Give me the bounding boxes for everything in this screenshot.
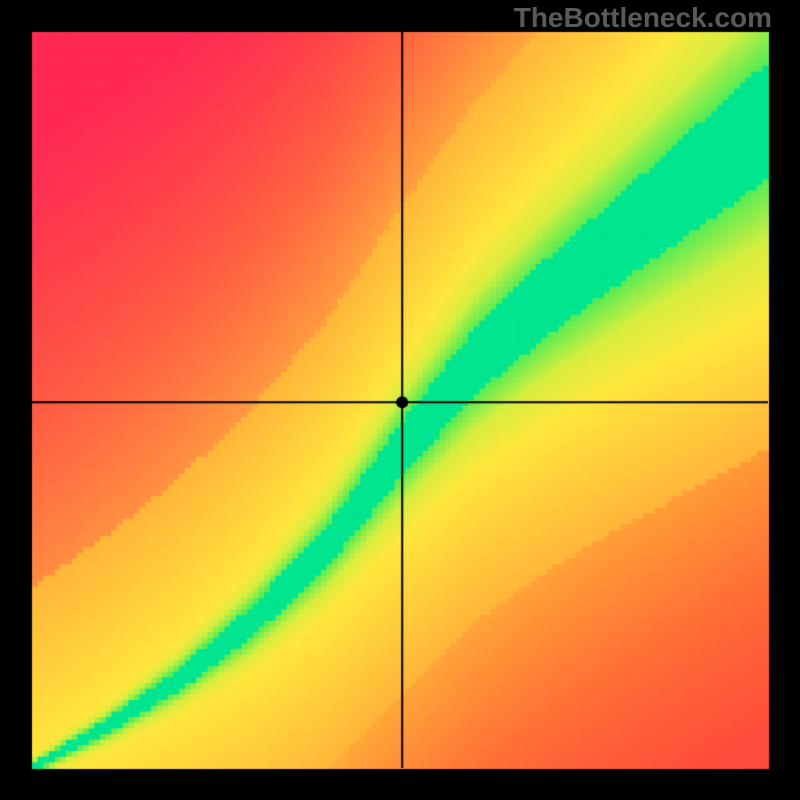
watermark-text: TheBottleneck.com (514, 2, 772, 34)
bottleneck-heatmap (0, 0, 800, 800)
chart-container: TheBottleneck.com (0, 0, 800, 800)
